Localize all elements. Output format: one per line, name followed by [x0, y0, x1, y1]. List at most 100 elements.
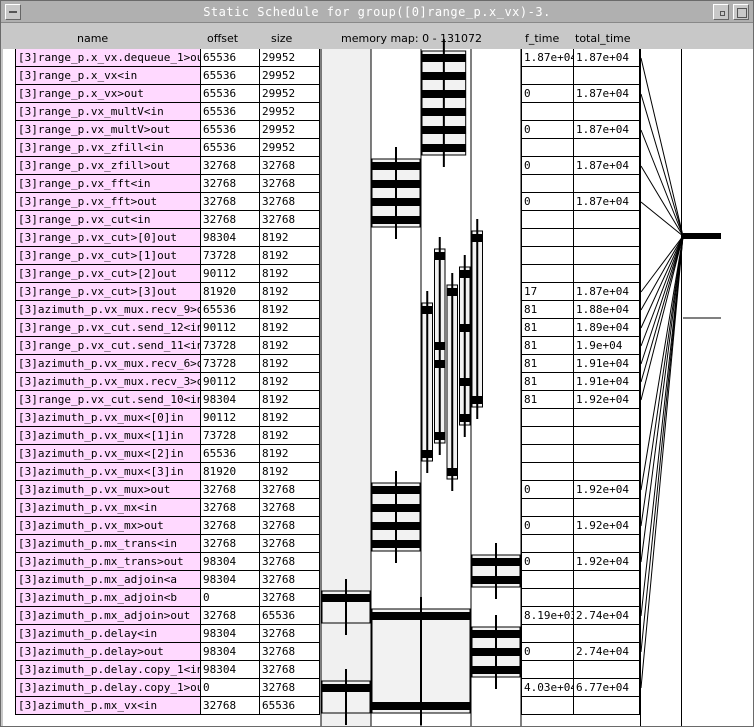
- table-row[interactable]: [3]azimuth_p.vx_mux.recv_6>out 73728 8192 8…: [3, 355, 753, 373]
- row-total-time: [574, 265, 640, 283]
- table-row[interactable]: [3]azimuth_p.vx_mux.recv_9>out 65536 8192 8…: [3, 301, 753, 319]
- table-row[interactable]: [3]azimuth_p.mx_trans<in 32768 32768: [3, 535, 753, 553]
- row-offset: 32768: [201, 499, 260, 517]
- row-offset: 73728: [201, 337, 260, 355]
- window-menu-button[interactable]: [5, 4, 21, 20]
- row-total-time: 2.74e+04: [574, 643, 640, 661]
- row-size: 32768: [260, 193, 320, 211]
- row-size: 65536: [260, 607, 320, 625]
- row-name: [3]range_p.vx_zfill<in: [15, 139, 201, 157]
- title-bar[interactable]: Static Schedule for group([0]range_p.x_v…: [1, 1, 753, 23]
- row-offset: 73728: [201, 355, 260, 373]
- table-row[interactable]: [3]range_p.vx_fft<in 32768 32768: [3, 175, 753, 193]
- column-header: name offset size memory map: 0 - 131072 …: [3, 25, 753, 49]
- memory-block: [422, 126, 466, 134]
- row-total-time: 1.88e+04: [574, 301, 640, 319]
- header-size: size: [271, 32, 293, 45]
- row-name: [3]range_p.vx_cut>[0]out: [15, 229, 201, 247]
- memory-block: [422, 54, 466, 62]
- row-size: 32768: [260, 571, 320, 589]
- table-row[interactable]: [3]azimuth_p.delay.copy_1<in 98304 32768: [3, 661, 753, 679]
- table-row[interactable]: [3]azimuth_p.mx_adjoin>out 32768 65536 8.19…: [3, 607, 753, 625]
- row-size: 8192: [260, 445, 320, 463]
- schedule-panel: name offset size memory map: 0 - 131072 …: [3, 25, 753, 726]
- timeline-link: [640, 235, 684, 347]
- row-size: 29952: [260, 103, 320, 121]
- row-name: [3]azimuth_p.vx_mux.recv_9>out: [15, 301, 201, 319]
- table-row[interactable]: [3]azimuth_p.vx_mux.recv_3>out 90112 8192 8…: [3, 373, 753, 391]
- row-size: 32768: [260, 157, 320, 175]
- table-row[interactable]: [3]range_p.vx_cut>[1]out 73728 8192: [3, 247, 753, 265]
- row-offset: 0: [201, 589, 260, 607]
- header-offset: offset: [207, 32, 239, 45]
- table-row[interactable]: [3]azimuth_p.mx_adjoin<a 98304 32768: [3, 571, 753, 589]
- row-size: 29952: [260, 85, 320, 103]
- row-name: [3]azimuth_p.vx_mux.recv_3>out: [15, 373, 201, 391]
- table-row[interactable]: [3]azimuth_p.delay>out 98304 32768 0 2.74e+0…: [3, 643, 753, 661]
- row-name: [3]azimuth_p.vx_mx<in: [15, 499, 201, 517]
- table-row[interactable]: [3]azimuth_p.mx_adjoin<b 0 32768: [3, 589, 753, 607]
- table-row[interactable]: [3]azimuth_p.vx_mx>out 32768 32768 0 1.92e+0…: [3, 517, 753, 535]
- table-row[interactable]: [3]range_p.x_vx.dequeue_1>out 65536 29952 1…: [3, 49, 753, 67]
- table-row[interactable]: [3]azimuth_p.vx_mux<[0]in 90112 8192: [3, 409, 753, 427]
- table-row[interactable]: [3]azimuth_p.vx_mux<[3]in 81920 8192: [3, 463, 753, 481]
- row-total-time: [574, 625, 640, 643]
- table-row[interactable]: [3]range_p.vx_zfill<in 65536 29952: [3, 139, 753, 157]
- table-row[interactable]: [3]azimuth_p.mx_trans>out 98304 32768 0 1.92…: [3, 553, 753, 571]
- row-size: 29952: [260, 121, 320, 139]
- timeline-link: [640, 57, 684, 237]
- row-size: 32768: [260, 175, 320, 193]
- row-size: 8192: [260, 427, 320, 445]
- timeline-link: [640, 235, 684, 383]
- row-offset: 0: [201, 679, 260, 697]
- table-row[interactable]: [3]range_p.vx_multV<in 65536 29952: [3, 103, 753, 121]
- row-total-time: [574, 175, 640, 193]
- minimize-button[interactable]: [713, 4, 729, 20]
- table-row[interactable]: [3]azimuth_p.vx_mux>out 32768 32768 0 1.92e+…: [3, 481, 753, 499]
- row-total-time: 1.87e+04: [574, 157, 640, 175]
- row-f-time: 81: [521, 391, 574, 409]
- maximize-button[interactable]: [733, 4, 749, 20]
- row-size: 8192: [260, 265, 320, 283]
- table-row[interactable]: [3]range_p.vx_cut>[0]out 98304 8192: [3, 229, 753, 247]
- table-row[interactable]: [3]range_p.x_vx>out 65536 29952 0 1.87e+04: [3, 85, 753, 103]
- table-row[interactable]: [3]azimuth_p.vx_mx<in 32768 32768: [3, 499, 753, 517]
- timeline-link: [640, 129, 684, 237]
- row-total-time: [574, 499, 640, 517]
- row-offset: 65536: [201, 139, 260, 157]
- table-row[interactable]: [3]azimuth_p.vx_mux<[1]in 73728 8192: [3, 427, 753, 445]
- row-total-time: 1.87e+04: [574, 121, 640, 139]
- row-total-time: 1.87e+04: [574, 49, 640, 67]
- memory-block: [372, 540, 420, 548]
- table-row[interactable]: [3]range_p.vx_cut>[2]out 90112 8192: [3, 265, 753, 283]
- memory-block: [372, 216, 420, 224]
- row-offset: 98304: [201, 661, 260, 679]
- table-row[interactable]: [3]range_p.vx_cut>[3]out 81920 8192 17 1.87e…: [3, 283, 753, 301]
- table-row[interactable]: [3]range_p.vx_cut.send_11<in 73728 8192 81 1…: [3, 337, 753, 355]
- timeline-lane: [681, 49, 682, 726]
- timeline-link: [640, 235, 684, 617]
- memory-block: [472, 396, 483, 404]
- table-row[interactable]: [3]range_p.vx_fft>out 32768 32768 0 1.87e+04: [3, 193, 753, 211]
- memory-block: [434, 342, 445, 350]
- row-name: [3]range_p.vx_multV>out: [15, 121, 201, 139]
- memory-block: [447, 468, 458, 476]
- table-row[interactable]: [3]range_p.vx_cut.send_12<in 90112 8192 81 1…: [3, 319, 753, 337]
- table-row[interactable]: [3]range_p.vx_cut<in 32768 32768: [3, 211, 753, 229]
- table-row[interactable]: [3]range_p.vx_cut.send_10<in 98304 8192 81 1…: [3, 391, 753, 409]
- table-row[interactable]: [3]azimuth_p.mx_vx<in 32768 65536: [3, 697, 753, 715]
- table-row[interactable]: [3]azimuth_p.delay<in 98304 32768: [3, 625, 753, 643]
- row-offset: 90112: [201, 265, 260, 283]
- row-name: [3]azimuth_p.vx_mux<[2]in: [15, 445, 201, 463]
- row-offset: 81920: [201, 283, 260, 301]
- table-row[interactable]: [3]azimuth_p.delay.copy_1>out 0 32768 4.03e…: [3, 679, 753, 697]
- row-offset: 65536: [201, 301, 260, 319]
- table-row[interactable]: [3]range_p.vx_multV>out 65536 29952 0 1.87e+…: [3, 121, 753, 139]
- row-name: [3]range_p.x_vx.dequeue_1>out: [15, 49, 201, 67]
- memory-block: [372, 702, 470, 710]
- row-offset: 32768: [201, 175, 260, 193]
- row-name: [3]azimuth_p.vx_mux<[3]in: [15, 463, 201, 481]
- memory-block: [422, 450, 433, 458]
- table-row[interactable]: [3]range_p.x_vx<in 65536 29952: [3, 67, 753, 85]
- row-name: [3]azimuth_p.delay.copy_1>out: [15, 679, 201, 697]
